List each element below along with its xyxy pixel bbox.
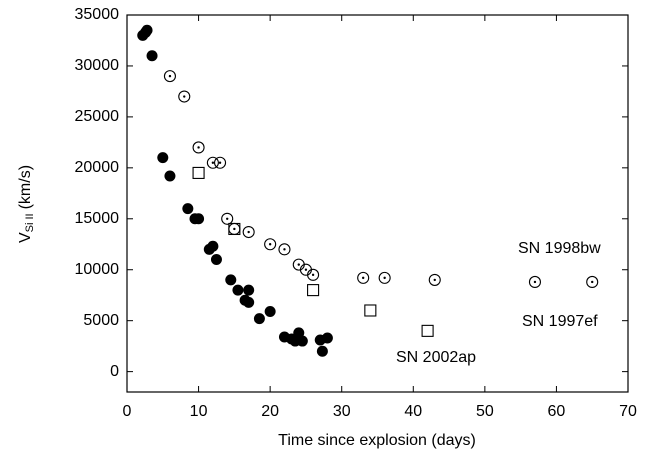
point-dot bbox=[233, 227, 236, 231]
point-dot bbox=[268, 243, 272, 246]
point-dot bbox=[283, 248, 286, 251]
point bbox=[232, 284, 244, 296]
point bbox=[141, 24, 153, 36]
point bbox=[357, 271, 370, 284]
point bbox=[157, 152, 169, 164]
point-dot bbox=[297, 263, 300, 266]
point bbox=[321, 332, 333, 344]
y-tick-label: 30000 bbox=[75, 57, 120, 74]
y-tick-label: 25000 bbox=[75, 108, 120, 125]
y-axis-label: VSi II (km/s) bbox=[17, 165, 36, 243]
point bbox=[192, 141, 205, 154]
series-label: SN 2002ap bbox=[396, 349, 476, 366]
x-tick-label: 30 bbox=[333, 403, 351, 420]
point-dot bbox=[383, 276, 386, 280]
point bbox=[192, 166, 205, 179]
point bbox=[207, 240, 219, 252]
point bbox=[586, 275, 599, 289]
point bbox=[528, 275, 542, 289]
x-tick-label: 10 bbox=[190, 403, 208, 420]
point-dot bbox=[361, 276, 365, 280]
point bbox=[278, 243, 291, 256]
y-label-main: V bbox=[17, 232, 34, 243]
point bbox=[242, 225, 255, 239]
x-tick-label: 0 bbox=[123, 403, 132, 420]
series-label: SN 1997ef bbox=[522, 313, 598, 330]
point bbox=[307, 284, 320, 297]
point bbox=[221, 212, 234, 225]
point bbox=[164, 170, 176, 182]
point bbox=[264, 238, 277, 251]
point bbox=[421, 324, 434, 337]
point-dot bbox=[304, 268, 308, 271]
point bbox=[243, 296, 255, 308]
y-tick-label: 20000 bbox=[75, 159, 120, 176]
point-dot bbox=[168, 74, 172, 78]
point bbox=[428, 273, 441, 286]
point-dot bbox=[218, 161, 222, 164]
y-label-sub: Si II bbox=[24, 213, 36, 232]
y-tick-label: 0 bbox=[110, 363, 119, 380]
point-dot bbox=[247, 230, 250, 234]
point bbox=[178, 90, 191, 103]
point-dot bbox=[533, 280, 537, 284]
point bbox=[364, 304, 377, 317]
point-dot bbox=[433, 278, 436, 282]
plot-frame bbox=[126, 14, 629, 393]
point-dot bbox=[183, 95, 186, 98]
point bbox=[243, 284, 255, 296]
series-label: SN 1998bw bbox=[518, 240, 601, 257]
point bbox=[296, 335, 308, 347]
point bbox=[253, 313, 265, 325]
point bbox=[225, 274, 237, 286]
x-tick-label: 60 bbox=[548, 403, 566, 420]
point bbox=[193, 213, 205, 225]
point bbox=[163, 70, 176, 83]
x-tick-label: 50 bbox=[476, 403, 494, 420]
y-tick-label: 35000 bbox=[75, 6, 120, 23]
point-dot bbox=[211, 161, 215, 164]
x-tick-label: 40 bbox=[404, 403, 422, 420]
point bbox=[264, 306, 276, 318]
point bbox=[206, 156, 219, 169]
point bbox=[307, 268, 320, 281]
point bbox=[146, 50, 158, 62]
point-dot bbox=[226, 217, 229, 220]
y-label-unit: (km/s) bbox=[17, 165, 34, 209]
y-tick-label: 15000 bbox=[75, 210, 120, 227]
point-dot bbox=[197, 146, 200, 149]
point-dot bbox=[591, 280, 594, 284]
y-tick-label: 5000 bbox=[83, 312, 119, 329]
point bbox=[182, 203, 194, 215]
point-dot bbox=[311, 273, 315, 277]
point bbox=[378, 271, 391, 284]
point bbox=[316, 345, 328, 357]
x-axis-label: Time since explosion (days) bbox=[278, 432, 476, 449]
point bbox=[213, 156, 227, 169]
x-tick-label: 70 bbox=[619, 403, 637, 420]
x-tick-label: 20 bbox=[261, 403, 279, 420]
point bbox=[210, 254, 222, 266]
y-tick-label: 10000 bbox=[75, 261, 120, 278]
point bbox=[228, 222, 241, 236]
